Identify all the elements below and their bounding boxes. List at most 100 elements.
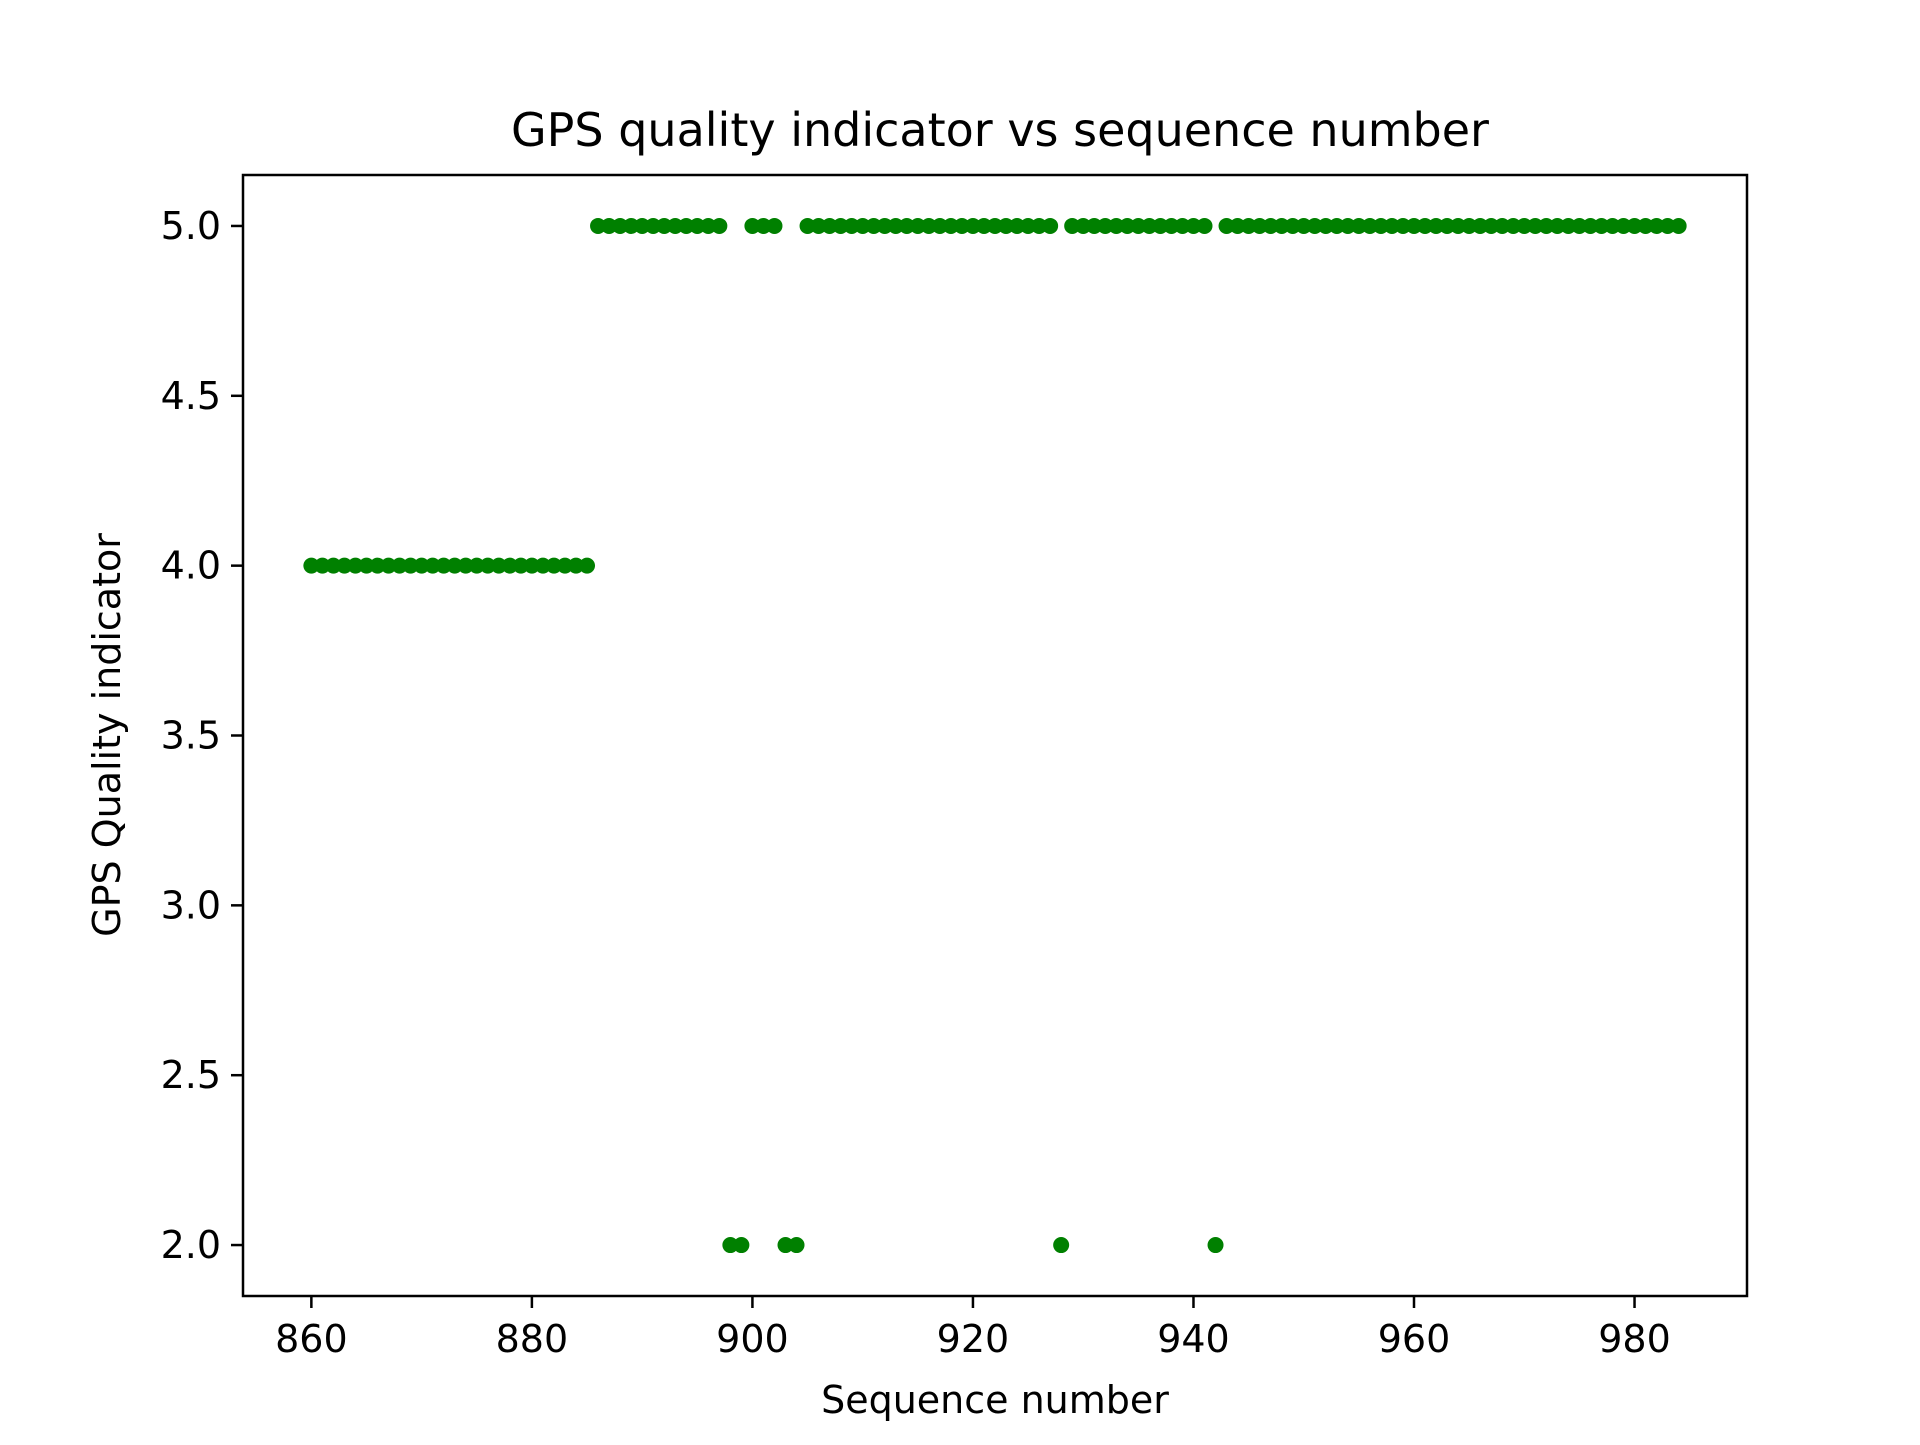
data-point xyxy=(843,217,860,234)
data-point xyxy=(358,557,375,574)
data-point xyxy=(1075,217,1092,234)
data-point xyxy=(931,217,948,234)
data-point xyxy=(1251,217,1268,234)
x-tick-label: 860 xyxy=(275,1317,348,1361)
data-point xyxy=(656,217,673,234)
data-point xyxy=(909,217,926,234)
x-tick-label: 880 xyxy=(496,1317,569,1361)
data-point xyxy=(1538,217,1555,234)
data-point xyxy=(942,217,959,234)
data-point xyxy=(1262,217,1279,234)
data-point xyxy=(1670,217,1687,234)
data-point xyxy=(987,217,1003,234)
data-points xyxy=(303,217,1687,1254)
data-point xyxy=(1637,217,1654,234)
data-point xyxy=(667,217,684,234)
y-tick-label: 3.0 xyxy=(161,883,221,927)
data-point xyxy=(1273,217,1290,234)
data-point xyxy=(854,217,871,234)
x-tick-label: 940 xyxy=(1157,1317,1230,1361)
data-point xyxy=(490,557,507,574)
data-point xyxy=(424,557,441,574)
data-point xyxy=(953,217,970,234)
data-point xyxy=(634,217,651,234)
data-point xyxy=(645,217,662,234)
data-point xyxy=(876,217,893,234)
data-point xyxy=(1394,217,1411,234)
data-point xyxy=(1196,217,1213,234)
data-point xyxy=(380,557,397,574)
data-point xyxy=(1218,217,1235,234)
data-point xyxy=(556,557,573,574)
data-point xyxy=(623,217,640,234)
data-point xyxy=(545,557,562,574)
data-point xyxy=(1009,217,1026,234)
data-point xyxy=(601,217,618,234)
y-tick-label: 5.0 xyxy=(161,204,221,248)
x-axis: 860 880 900 920 940 960 980 xyxy=(275,1296,1671,1361)
data-point xyxy=(1339,217,1356,234)
chart-title: GPS quality indicator vs sequence number xyxy=(511,103,1489,157)
data-point xyxy=(1450,217,1467,234)
x-tick-label: 920 xyxy=(937,1317,1010,1361)
y-tick-label: 4.5 xyxy=(161,374,221,418)
data-point xyxy=(865,217,882,234)
data-point xyxy=(1141,217,1158,234)
data-point xyxy=(1549,217,1566,234)
data-point xyxy=(832,217,849,234)
data-point xyxy=(479,557,496,574)
data-point xyxy=(1604,217,1621,234)
data-point xyxy=(1516,217,1533,234)
data-point xyxy=(435,557,452,574)
data-point xyxy=(898,217,915,234)
data-point xyxy=(1295,217,1312,234)
data-point xyxy=(1042,217,1059,234)
data-point xyxy=(347,557,364,574)
data-point xyxy=(1350,217,1367,234)
y-tick-label: 2.0 xyxy=(161,1223,221,1267)
x-axis-label: Sequence number xyxy=(821,1378,1169,1422)
data-point xyxy=(1472,217,1489,234)
data-point xyxy=(1615,217,1632,234)
data-point xyxy=(920,217,937,234)
data-point xyxy=(799,217,816,234)
data-point xyxy=(303,557,320,574)
y-axis-label: GPS Quality indicator xyxy=(85,533,129,937)
data-point xyxy=(1174,217,1191,234)
data-point xyxy=(501,557,518,574)
data-point xyxy=(325,557,342,574)
data-point xyxy=(369,557,386,574)
data-point xyxy=(446,557,463,574)
data-point xyxy=(468,557,485,574)
data-point xyxy=(1152,217,1169,234)
data-point xyxy=(1240,217,1257,234)
data-point xyxy=(523,557,540,574)
y-tick-label: 4.0 xyxy=(161,544,221,588)
y-axis: 2.0 2.5 3.0 3.5 4.0 4.5 5.0 xyxy=(161,204,243,1267)
data-point xyxy=(744,217,761,234)
x-tick-label: 960 xyxy=(1378,1317,1451,1361)
data-point xyxy=(689,217,706,234)
data-point xyxy=(457,557,474,574)
data-point xyxy=(512,557,529,574)
data-point xyxy=(1130,217,1147,234)
data-point xyxy=(1031,217,1048,234)
data-point xyxy=(1593,217,1610,234)
data-point xyxy=(1494,217,1511,234)
data-point xyxy=(1626,217,1643,234)
data-point xyxy=(1428,217,1445,234)
data-point xyxy=(314,557,331,574)
data-point xyxy=(1406,217,1422,234)
data-point xyxy=(810,217,827,234)
data-point xyxy=(788,1237,805,1254)
data-point xyxy=(402,557,419,574)
data-point xyxy=(1383,217,1400,234)
data-point xyxy=(1053,1237,1070,1254)
data-point xyxy=(1560,217,1577,234)
data-point xyxy=(711,217,728,234)
data-point xyxy=(1571,217,1588,234)
data-point xyxy=(612,217,629,234)
